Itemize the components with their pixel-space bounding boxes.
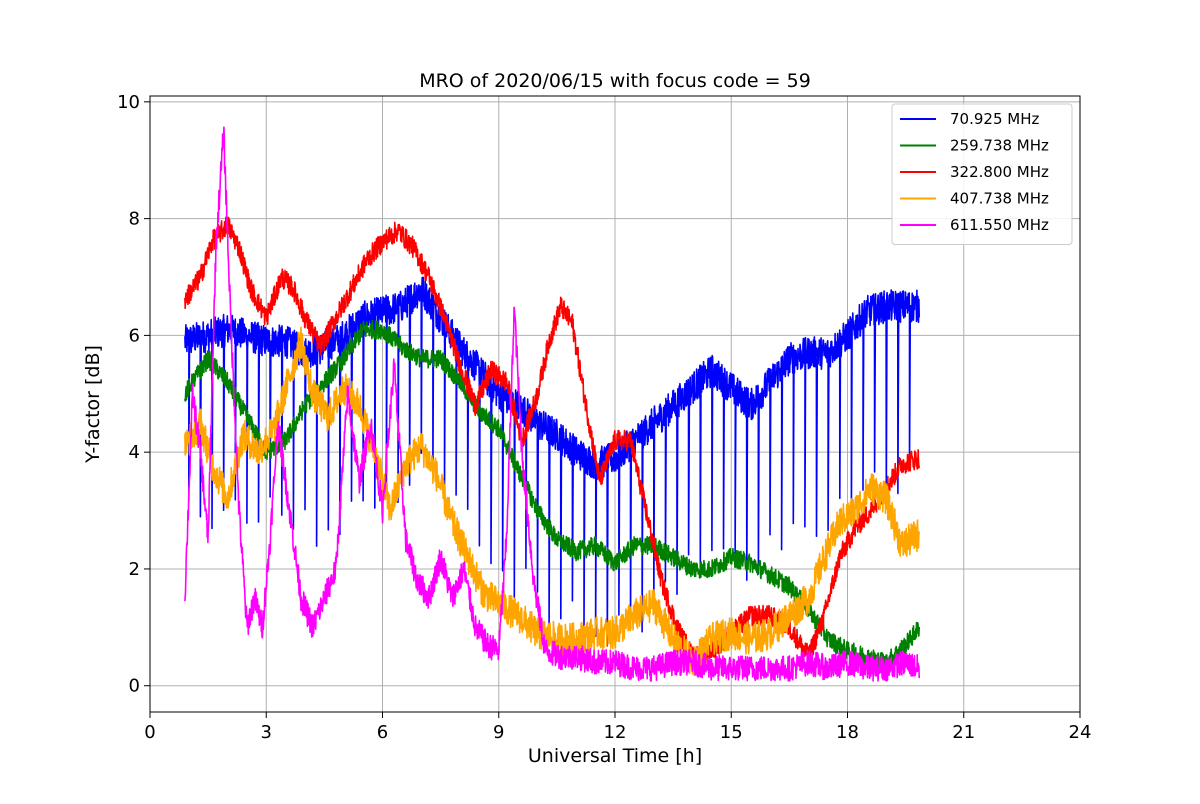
y-tick-label: 6 [129,325,140,346]
chart-title: MRO of 2020/06/15 with focus code = 59 [419,70,811,92]
legend-box [891,103,1073,245]
x-tick-label: 6 [377,722,388,743]
series-line-2 [184,216,920,667]
x-tick-label: 18 [836,722,859,743]
legend: 70.925 MHz 259.738 MHz 322.800 MHz 407.738 … [891,103,1073,245]
legend-entry: 259.738 MHz [950,137,1049,155]
x-tick-label: 3 [261,722,272,743]
legend-entry: 70.925 MHz [950,110,1039,128]
y-tick-label: 8 [129,209,140,230]
x-tick-label: 0 [144,722,155,743]
y-axis-label: Y-factor [dB] [82,345,104,464]
x-tick-label: 12 [604,722,627,743]
series-line-0 [184,276,920,647]
y-tick-label: 0 [129,676,140,697]
series-line-3 [184,326,920,677]
series-line-4 [184,126,920,682]
series-line-1 [184,319,920,672]
y-tick-label: 2 [129,559,140,580]
x-tick-label: 21 [952,722,975,743]
x-tick-label: 15 [720,722,743,743]
y-tick-label: 10 [117,92,140,113]
y-tick-label: 4 [129,442,140,463]
legend-entry: 407.738 MHz [950,190,1049,208]
x-tick-label: 24 [1069,722,1092,743]
x-tick-label: 9 [493,722,504,743]
series-layer [184,126,920,682]
legend-entry: 611.550 MHz [950,216,1049,234]
x-axis-label: Universal Time [h] [528,745,702,767]
legend-entry: 322.800 MHz [950,163,1049,181]
